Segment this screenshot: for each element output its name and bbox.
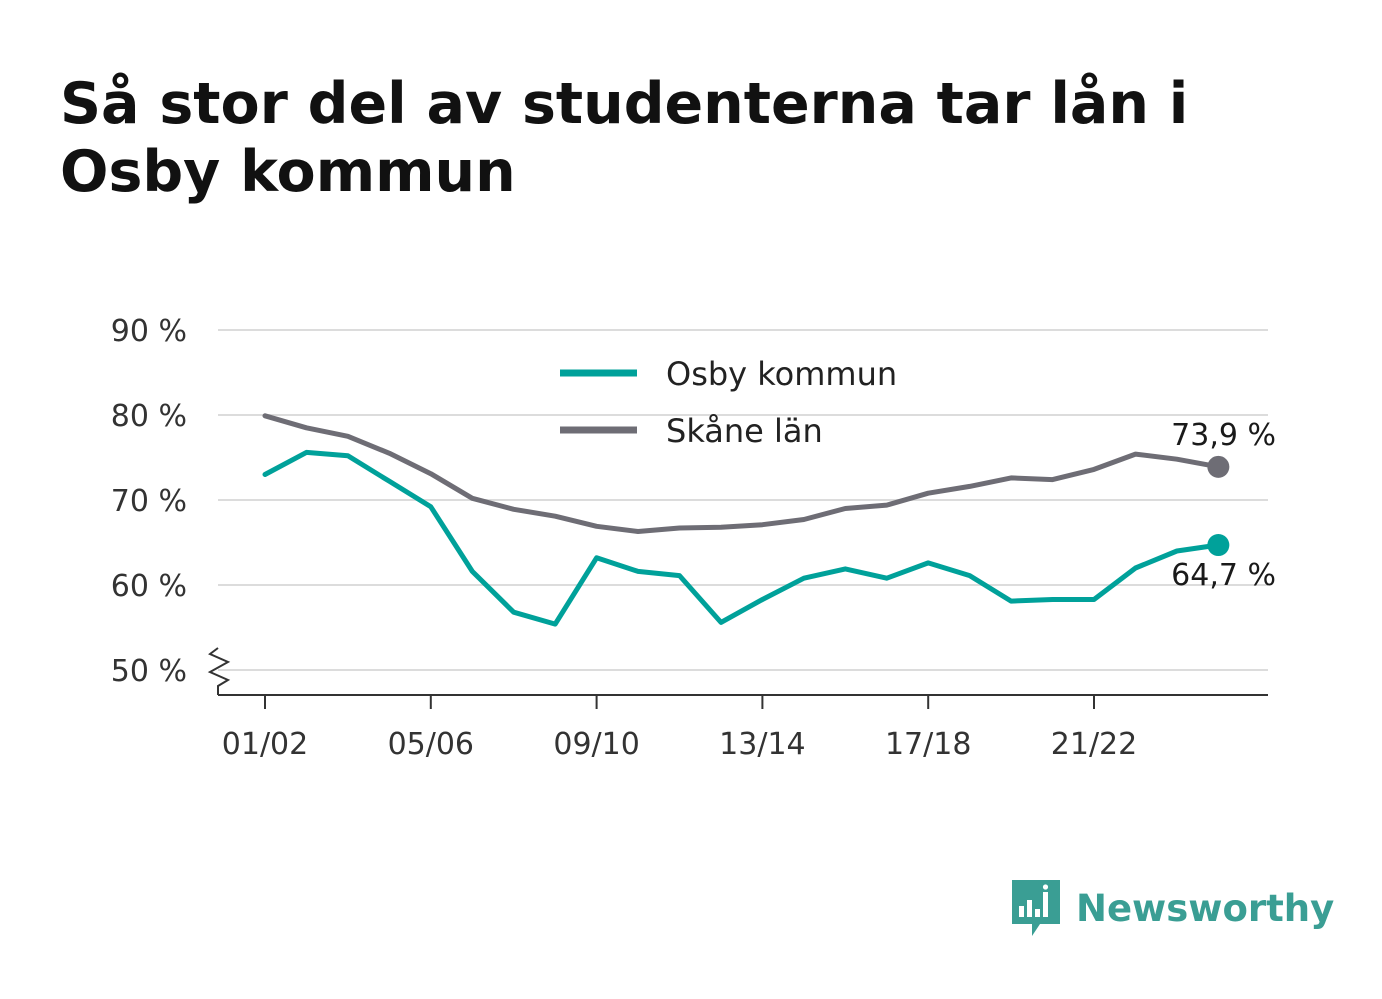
y-tick-label: 60 % xyxy=(111,569,187,604)
series-line xyxy=(262,413,1221,534)
newsworthy-logo: Newsworthy xyxy=(1010,878,1334,938)
end-value-label: 64,7 % xyxy=(1171,558,1276,593)
series-end-point xyxy=(1207,534,1230,557)
legend-label: Skåne län xyxy=(666,412,823,450)
series-lines xyxy=(262,413,1230,627)
end-labels: 64,7 % 73,9 % xyxy=(1171,418,1276,593)
legend-background xyxy=(545,345,940,413)
series-end-point xyxy=(1207,455,1230,478)
axis-break-mark xyxy=(207,647,231,695)
end-value-label: 73,9 % xyxy=(1171,418,1276,453)
y-tick-label: 50 % xyxy=(111,654,187,689)
chart-title: Så stor del av studenterna tar lån i Osb… xyxy=(60,71,1189,205)
brand-name: Newsworthy xyxy=(1076,886,1335,930)
x-tick-label: 17/18 xyxy=(885,727,971,762)
y-tick-label: 90 % xyxy=(111,314,187,349)
x-tick-label: 01/02 xyxy=(222,727,308,762)
newsworthy-chart-icon xyxy=(1012,880,1060,936)
legend-label: Osby kommun xyxy=(666,355,897,393)
y-tick-label: 70 % xyxy=(111,484,187,519)
x-axis-tick-labels: 01/02 05/06 09/10 13/14 17/18 21/22 xyxy=(222,727,1137,762)
legend: Osby kommun Skåne län xyxy=(545,345,940,450)
x-tick-label: 21/22 xyxy=(1051,727,1137,762)
x-tick-label: 05/06 xyxy=(388,727,474,762)
grid-lines xyxy=(218,329,1268,671)
x-axis xyxy=(207,647,1268,709)
x-tick-label: 09/10 xyxy=(553,727,639,762)
y-tick-label: 80 % xyxy=(111,399,187,434)
x-tick-label: 13/14 xyxy=(719,727,805,762)
y-axis-tick-labels: 50 % 60 % 70 % 80 % 90 % xyxy=(111,314,187,689)
series-line xyxy=(262,449,1221,627)
